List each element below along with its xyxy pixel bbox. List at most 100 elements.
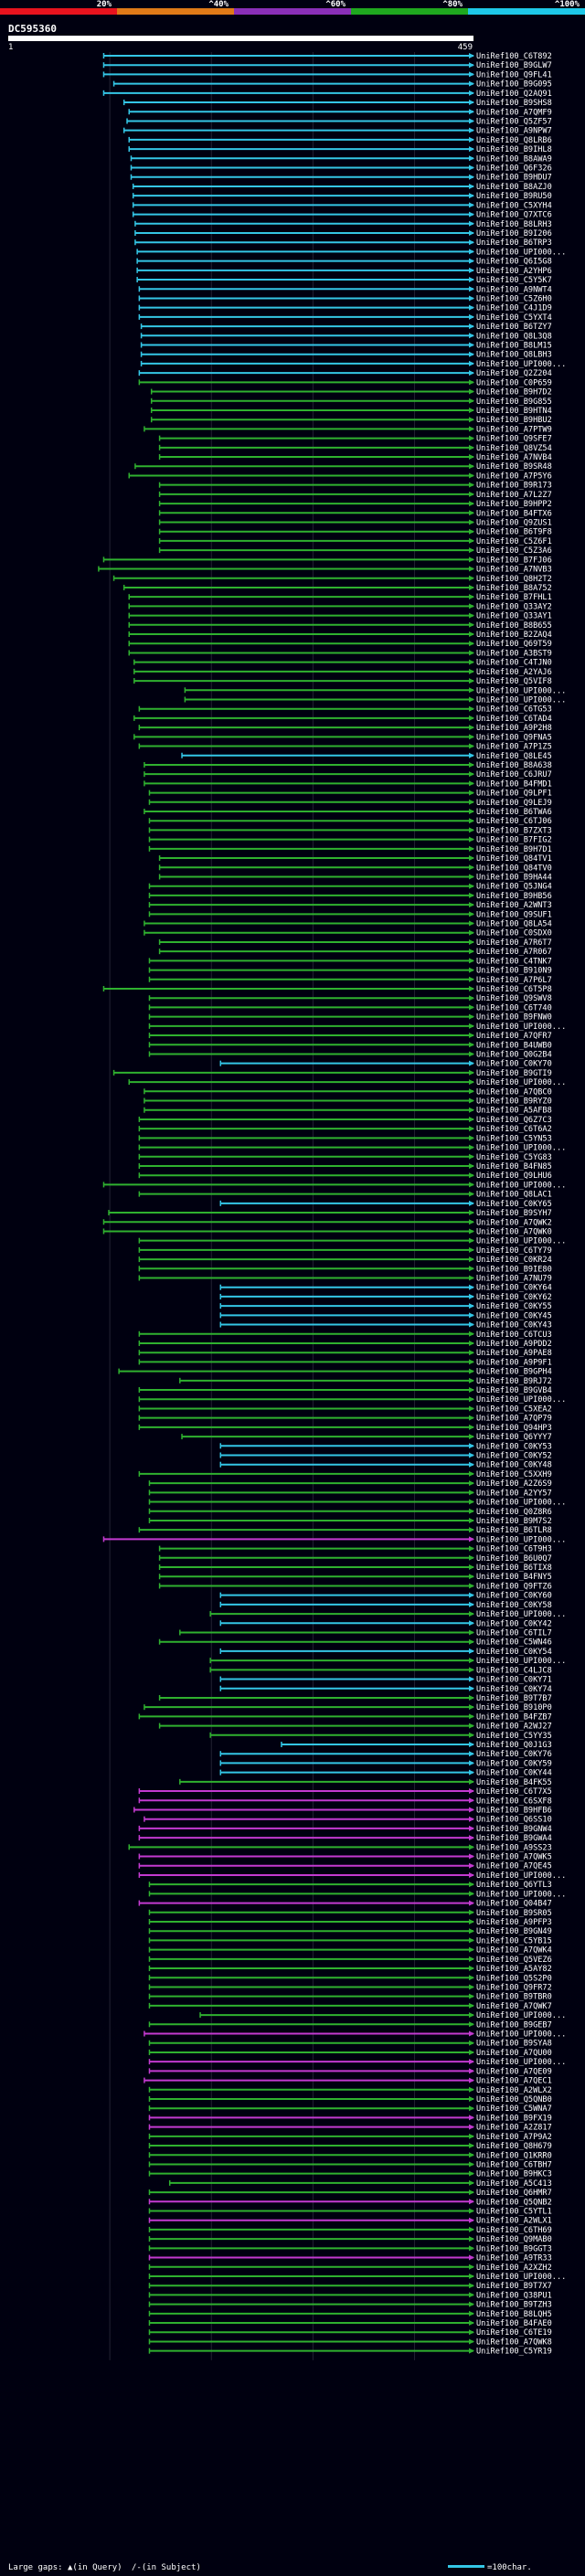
- hit-row[interactable]: UniRef100_C0KY44: [219, 1769, 552, 1778]
- hit-label[interactable]: UniRef100_B4FN85: [476, 1162, 552, 1171]
- hit-row[interactable]: UniRef100_Q6YTL3: [148, 1881, 552, 1890]
- hit-row[interactable]: UniRef100_Q8H679: [148, 2142, 552, 2151]
- hit-label[interactable]: UniRef100_C6TG53: [476, 705, 552, 715]
- hit-row[interactable]: UniRef100_A7R6T7: [158, 938, 552, 948]
- hit-label[interactable]: UniRef100_C0KY54: [476, 1648, 552, 1657]
- hit-row[interactable]: UniRef100_Q9SFE7: [158, 435, 552, 444]
- hit-label[interactable]: UniRef100_C0KY70: [476, 1060, 552, 1069]
- hit-label[interactable]: UniRef100_A7P5Y6: [476, 472, 552, 481]
- hit-label[interactable]: UniRef100_Q8LRB6: [476, 136, 552, 145]
- hit-row[interactable]: UniRef100_B6TZY7: [140, 323, 552, 332]
- hit-label[interactable]: UniRef100_B4UWB0: [476, 1041, 552, 1050]
- hit-label[interactable]: UniRef100_B4FNY5: [476, 1573, 552, 1582]
- hit-row[interactable]: UniRef100_C0KY45: [219, 1311, 552, 1320]
- hit-row[interactable]: UniRef100_A9PDD2: [138, 1340, 552, 1349]
- hit-label[interactable]: UniRef100_A7QEC1: [476, 2077, 552, 2086]
- hit-row[interactable]: UniRef100_Q5VIF8: [133, 677, 552, 686]
- hit-row[interactable]: UniRef100_Q8LAC1: [138, 1191, 552, 1200]
- hit-row[interactable]: UniRef100_A7P1Z5: [138, 743, 552, 752]
- hit-label[interactable]: UniRef100_Q8L3Q8: [476, 332, 552, 341]
- hit-label[interactable]: UniRef100_Q04B47: [476, 1900, 552, 1909]
- hit-row[interactable]: UniRef100_Q0G2B4: [148, 1050, 552, 1059]
- hit-row[interactable]: UniRef100_B8B655: [128, 621, 552, 631]
- hit-label[interactable]: UniRef100_B9HBU2: [476, 416, 552, 425]
- hit-row[interactable]: UniRef100_Q8L3Q8: [140, 332, 552, 341]
- hit-row[interactable]: UniRef100_B8A752: [122, 584, 552, 593]
- hit-label[interactable]: UniRef100_A7QFR7: [476, 1032, 552, 1041]
- hit-row[interactable]: UniRef100_B9T7X7: [148, 2282, 552, 2291]
- hit-row[interactable]: UniRef100_A7QU00: [148, 2049, 552, 2058]
- hit-label[interactable]: UniRef100_Q1KRR0: [476, 2151, 552, 2160]
- hit-row[interactable]: UniRef100_B9I206: [134, 229, 552, 239]
- hit-row[interactable]: UniRef100_B9HBU2: [150, 416, 552, 425]
- hit-row[interactable]: UniRef100_B9GN49: [148, 1927, 552, 1936]
- hit-label[interactable]: UniRef100_Q7XTC6: [476, 211, 552, 220]
- hit-label[interactable]: UniRef100_A7L2Z7: [476, 491, 552, 500]
- hit-label[interactable]: UniRef100_C5XXH9: [476, 1470, 552, 1479]
- hit-row[interactable]: UniRef100_B9RU50: [132, 192, 552, 201]
- hit-label[interactable]: UniRef100_B9GWA4: [476, 1834, 552, 1843]
- hit-label[interactable]: UniRef100_Q6SS10: [476, 1816, 552, 1825]
- hit-label[interactable]: UniRef100_Q5QNB2: [476, 2198, 552, 2207]
- hit-row[interactable]: UniRef100_B9IHL8: [128, 145, 552, 154]
- hit-row[interactable]: UniRef100_A7NU79: [138, 1275, 552, 1284]
- hit-label[interactable]: UniRef100_B4FZB7: [476, 1712, 552, 1722]
- hit-row[interactable]: UniRef100_B7FHL1: [128, 593, 552, 602]
- hit-label[interactable]: UniRef100_B9T7X7: [476, 2282, 552, 2291]
- hit-row[interactable]: UniRef100_A2WJ27: [158, 1723, 552, 1732]
- hit-row[interactable]: UniRef100_B8LRH3: [134, 220, 552, 229]
- hit-row[interactable]: UniRef100_UPI000...: [184, 686, 566, 695]
- hit-label[interactable]: UniRef100_C6TCU3: [476, 1330, 552, 1340]
- hit-label[interactable]: UniRef100_C0KY60: [476, 1592, 552, 1601]
- hit-label[interactable]: UniRef100_B7FIG2: [476, 836, 552, 845]
- hit-label[interactable]: UniRef100_C0KY64: [476, 1284, 552, 1293]
- hit-label[interactable]: UniRef100_A2WLX2: [476, 2086, 552, 2095]
- hit-row[interactable]: UniRef100_UPI000...: [184, 695, 566, 705]
- hit-row[interactable]: UniRef100_B9SR05: [148, 1909, 552, 1918]
- hit-label[interactable]: UniRef100_B9IHL8: [476, 145, 552, 154]
- hit-row[interactable]: UniRef100_B9TZH3: [148, 2301, 552, 2310]
- hit-row[interactable]: UniRef100_A9SS23: [128, 1843, 552, 1852]
- hit-label[interactable]: UniRef100_Q5ZF57: [476, 117, 552, 126]
- hit-row[interactable]: UniRef100_A7P9A2: [148, 2133, 552, 2142]
- hit-row[interactable]: UniRef100_Q8LRB6: [128, 136, 552, 145]
- hit-row[interactable]: UniRef100_C5YN53: [138, 1134, 552, 1143]
- hit-label[interactable]: UniRef100_Q2AQ91: [476, 90, 552, 99]
- hit-row[interactable]: UniRef100_Q9SWV8: [148, 994, 552, 1003]
- hit-row[interactable]: UniRef100_A7QWK2: [102, 1218, 552, 1227]
- hit-row[interactable]: UniRef100_UPI000...: [102, 1181, 566, 1190]
- hit-label[interactable]: UniRef100_C0KR24: [476, 1256, 552, 1265]
- hit-row[interactable]: UniRef100_C0KY55: [219, 1302, 552, 1311]
- hit-row[interactable]: UniRef100_C6TH69: [148, 2226, 552, 2235]
- hit-label[interactable]: UniRef100_A9TR33: [476, 2254, 552, 2263]
- hit-label[interactable]: UniRef100_B8LM15: [476, 342, 552, 351]
- hit-label[interactable]: UniRef100_C0KY65: [476, 1200, 552, 1209]
- hit-row[interactable]: UniRef100_C6TIL7: [179, 1628, 552, 1638]
- hit-row[interactable]: UniRef100_C5YTL1: [148, 2208, 552, 2217]
- hit-label[interactable]: UniRef100_C6T6A2: [476, 1125, 552, 1134]
- hit-label[interactable]: UniRef100_UPI000...: [476, 1181, 566, 1190]
- hit-label[interactable]: UniRef100_A2WJ27: [476, 1723, 552, 1732]
- hit-row[interactable]: UniRef100_Q5ZF57: [126, 117, 552, 126]
- hit-label[interactable]: UniRef100_C6JRU7: [476, 770, 552, 779]
- hit-label[interactable]: UniRef100_B9SYH7: [476, 1209, 552, 1218]
- hit-label[interactable]: UniRef100_C6TH69: [476, 2226, 552, 2235]
- hit-row[interactable]: UniRef100_Q5QNB2: [148, 2198, 552, 2207]
- hit-label[interactable]: UniRef100_Q6YTL3: [476, 1881, 552, 1890]
- hit-row[interactable]: UniRef100_Q5JNG4: [148, 883, 552, 892]
- hit-label[interactable]: UniRef100_B9GNW4: [476, 1825, 552, 1834]
- hit-label[interactable]: UniRef100_A7QWK7: [476, 2002, 552, 2011]
- hit-label[interactable]: UniRef100_A5AY82: [476, 1965, 552, 1974]
- hit-label[interactable]: UniRef100_Q8LAC1: [476, 1191, 552, 1200]
- hit-label[interactable]: UniRef100_UPI000...: [476, 1890, 566, 1899]
- hit-label[interactable]: UniRef100_UPI000...: [476, 2058, 566, 2067]
- hit-row[interactable]: UniRef100_Q6HMR7: [148, 2189, 552, 2198]
- hit-label[interactable]: UniRef100_A7QP79: [476, 1415, 552, 1424]
- hit-row[interactable]: UniRef100_A5AFB8: [144, 1107, 552, 1116]
- hit-label[interactable]: UniRef100_UPI000...: [476, 686, 566, 695]
- hit-row[interactable]: UniRef100_Q84TV0: [158, 864, 552, 873]
- hit-row[interactable]: UniRef100_C0KY54: [219, 1648, 552, 1657]
- hit-row[interactable]: UniRef100_Q0J1G3: [281, 1741, 552, 1750]
- hit-row[interactable]: UniRef100_C6TG53: [138, 705, 552, 715]
- hit-label[interactable]: UniRef100_C5XEA2: [476, 1405, 552, 1414]
